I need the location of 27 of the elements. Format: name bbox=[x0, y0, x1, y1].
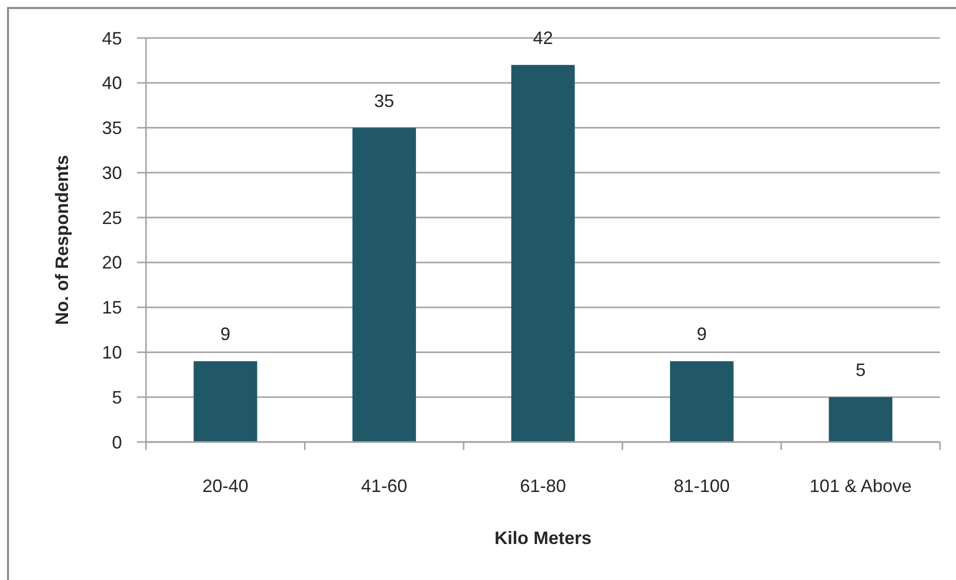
data-label: 35 bbox=[374, 90, 394, 111]
bar bbox=[194, 361, 258, 442]
y-tick-label: 15 bbox=[102, 298, 122, 318]
bar bbox=[352, 128, 416, 442]
bar bbox=[828, 397, 892, 442]
y-tick-label: 45 bbox=[102, 28, 122, 48]
x-tick-label: 20-40 bbox=[202, 476, 248, 496]
bar bbox=[670, 361, 734, 442]
x-tick-label: 101 & Above bbox=[810, 476, 912, 496]
data-label: 42 bbox=[532, 28, 554, 48]
y-tick-label: 35 bbox=[102, 118, 122, 138]
y-tick-label: 20 bbox=[102, 252, 122, 273]
y-tick-label: 0 bbox=[112, 432, 122, 452]
x-axis-title: Kilo Meters bbox=[494, 528, 592, 548]
y-tick-label: 5 bbox=[112, 387, 122, 408]
y-tick-label: 40 bbox=[102, 73, 122, 94]
data-label: 5 bbox=[856, 360, 866, 380]
data-label: 9 bbox=[220, 324, 230, 344]
x-tick-label: 41-60 bbox=[361, 476, 408, 496]
y-tick-label: 30 bbox=[102, 162, 122, 183]
bar bbox=[511, 64, 575, 442]
x-tick-label: 61-80 bbox=[520, 476, 566, 496]
data-label: 9 bbox=[696, 324, 707, 344]
y-tick-label: 25 bbox=[102, 208, 122, 228]
y-axis-title: No. of Respondents bbox=[52, 155, 72, 325]
x-tick-label: 81-100 bbox=[674, 476, 730, 496]
y-tick-label: 10 bbox=[102, 342, 122, 363]
